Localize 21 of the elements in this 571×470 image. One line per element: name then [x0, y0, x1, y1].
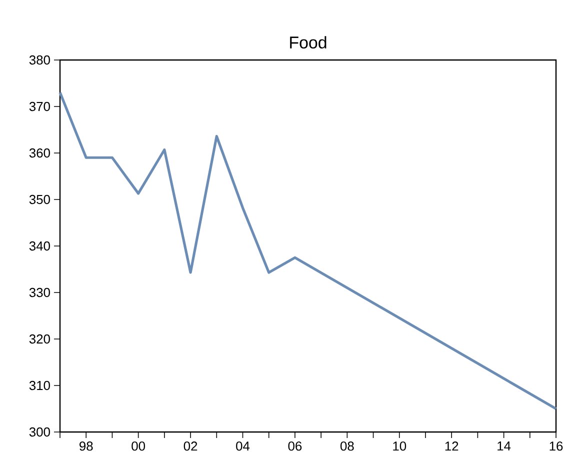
line-series	[58, 91, 558, 410]
x-tick-label: 12	[445, 442, 458, 451]
x-tick-label: 00	[132, 442, 146, 451]
y-tick-label: 330	[29, 288, 50, 298]
x-tick-label: 98	[80, 442, 93, 451]
chart-title: Food	[290, 36, 326, 48]
x-tick-label: 04	[236, 442, 250, 451]
x-tick-label: 16	[550, 442, 563, 451]
y-tick-label: 360	[29, 148, 50, 158]
x-tick-label: 02	[184, 442, 198, 451]
x-tick-label: 08	[340, 442, 354, 451]
y-tick-label: 340	[29, 241, 50, 251]
x-tick-label: 10	[393, 442, 406, 451]
y-tick-label: 370	[29, 102, 50, 112]
y-tick-label: 350	[29, 194, 50, 204]
x-tick-label: 06	[288, 442, 302, 451]
y-tick-label: 300	[29, 427, 50, 437]
y-tick-label: 320	[29, 334, 50, 344]
x-tick-label: 14	[498, 442, 511, 450]
y-tick-label: 310	[29, 380, 50, 390]
y-tick-label: 380	[29, 55, 50, 65]
